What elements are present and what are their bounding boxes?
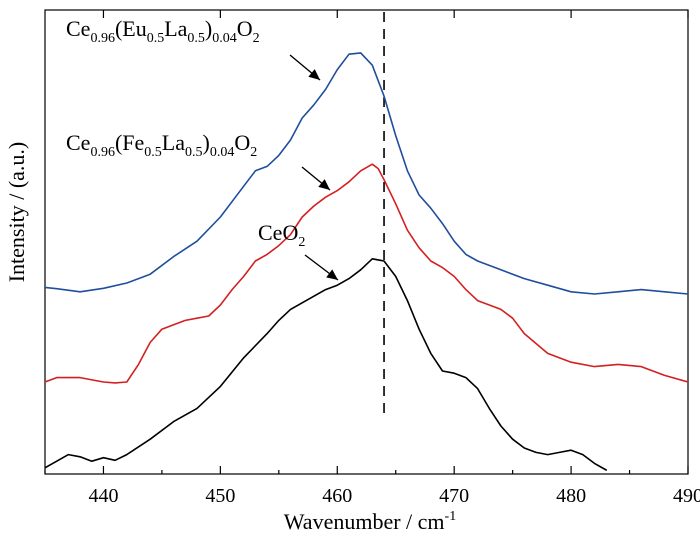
series-line-1 bbox=[45, 163, 688, 384]
x-tick-label: 440 bbox=[88, 485, 118, 507]
series-line-2 bbox=[45, 258, 607, 471]
x-tick-label: 480 bbox=[556, 485, 586, 507]
label-arrowhead-0 bbox=[308, 69, 320, 80]
series-line-0 bbox=[45, 52, 688, 295]
series-label-2: CeO2 bbox=[258, 220, 305, 250]
series-label-0: Ce0.96(Eu0.5La0.5)0.04O2 bbox=[66, 16, 260, 46]
x-axis: 440 450 460 470 480 490 bbox=[44, 10, 700, 507]
series-group bbox=[45, 52, 688, 471]
label-arrowhead-1 bbox=[318, 179, 330, 190]
plot-frame bbox=[44, 9, 689, 475]
x-tick-label: 460 bbox=[322, 485, 352, 507]
y-axis-title: Intensity / (a.u.) bbox=[4, 142, 29, 283]
x-tick-label: 450 bbox=[205, 485, 235, 507]
x-tick-label: 490 bbox=[673, 485, 700, 507]
series-label-1: Ce0.96(Fe0.5La0.5)0.04O2 bbox=[66, 130, 257, 160]
x-tick-label: 470 bbox=[439, 485, 469, 507]
label-arrowhead-2 bbox=[326, 269, 338, 280]
plot-area bbox=[44, 9, 689, 475]
series-labels: Ce0.96(Eu0.5La0.5)0.04O2 Ce0.96(Fe0.5La0.… bbox=[66, 16, 339, 281]
x-axis-title: Wavenumber / cm-1 bbox=[284, 509, 456, 534]
